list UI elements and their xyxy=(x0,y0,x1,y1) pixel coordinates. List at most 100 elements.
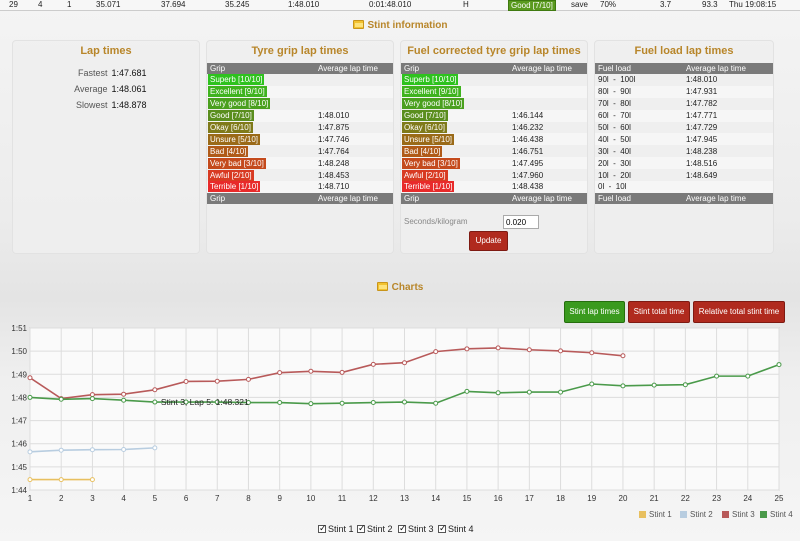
data-point[interactable] xyxy=(308,401,314,407)
x-tick-label: 19 xyxy=(587,494,596,503)
stint-checkbox-3[interactable]: Stint 3 xyxy=(398,523,434,534)
x-tick-label: 14 xyxy=(431,494,440,503)
grip-cell: Good [7/10] xyxy=(207,109,315,122)
data-point[interactable] xyxy=(27,375,33,381)
checkbox-checked[interactable] xyxy=(398,523,407,534)
data-point[interactable] xyxy=(682,382,688,388)
data-point[interactable] xyxy=(245,400,251,406)
data-point[interactable] xyxy=(495,345,501,351)
data-point[interactable] xyxy=(152,387,158,393)
column-footer: Average lap time xyxy=(683,192,773,204)
lap-times-title: Lap times xyxy=(80,45,132,57)
data-point[interactable] xyxy=(589,350,595,356)
data-point[interactable] xyxy=(402,399,407,405)
data-point[interactable] xyxy=(589,381,595,387)
data-point[interactable] xyxy=(214,378,220,384)
table-row: Bad [4/10] 1:47.764 xyxy=(207,145,393,157)
seconds-per-kg-input[interactable] xyxy=(503,215,539,229)
stint-checkbox-1[interactable]: Stint 1 xyxy=(318,523,354,534)
legend-label: Stint 2 xyxy=(690,510,713,519)
table-row: 20l - 30l 1:48.516 xyxy=(595,157,773,170)
x-tick-label: 6 xyxy=(184,494,189,503)
legend-item: Stint 2 xyxy=(680,510,713,519)
data-point[interactable] xyxy=(558,348,564,354)
y-tick-label: 1:47 xyxy=(11,417,27,426)
data-point[interactable] xyxy=(402,360,407,366)
fuel-load-cell: 80l - 90l xyxy=(595,85,683,98)
data-point[interactable] xyxy=(183,399,189,405)
data-point[interactable] xyxy=(27,477,33,483)
sector-1: 35.071 xyxy=(96,0,121,9)
column-footer: Fuel load xyxy=(595,192,683,204)
x-tick-label: 9 xyxy=(277,494,282,503)
relative-total-stint-time-button[interactable]: Relative total stint time xyxy=(693,301,785,323)
data-point[interactable] xyxy=(121,391,127,397)
data-point[interactable] xyxy=(121,447,127,452)
x-tick-label: 20 xyxy=(619,494,628,503)
data-point[interactable] xyxy=(651,382,657,388)
data-point[interactable] xyxy=(370,361,376,367)
chart-tooltip: Stint 3, Lap 5: 1:48.321 xyxy=(161,397,249,407)
data-point[interactable] xyxy=(58,447,64,453)
data-point[interactable] xyxy=(370,400,376,406)
data-point[interactable] xyxy=(89,477,95,483)
grip-cell: Bad [4/10] xyxy=(207,145,315,157)
y-tick-label: 1:48 xyxy=(11,393,27,402)
data-point[interactable] xyxy=(620,383,626,389)
data-point[interactable] xyxy=(214,399,220,405)
data-point[interactable] xyxy=(277,400,283,406)
data-point[interactable] xyxy=(308,368,314,374)
grip-cell: Superb [10/10] xyxy=(401,74,509,86)
stint-lap-times-button[interactable]: Stint lap times xyxy=(564,301,625,323)
data-point[interactable] xyxy=(464,388,470,394)
data-point[interactable] xyxy=(183,378,189,384)
data-point[interactable] xyxy=(433,349,439,355)
data-point[interactable] xyxy=(339,369,345,375)
data-point[interactable] xyxy=(526,389,532,395)
table-row: 70l - 80l 1:47.782 xyxy=(595,98,773,110)
checkbox-checked[interactable] xyxy=(357,523,366,534)
data-point[interactable] xyxy=(89,392,95,398)
data-point[interactable] xyxy=(776,362,782,368)
grip-cell: Excellent [9/10] xyxy=(401,85,509,98)
checkbox-checked[interactable] xyxy=(438,523,447,534)
data-point[interactable] xyxy=(620,353,626,359)
update-button[interactable]: Update xyxy=(469,231,508,251)
checkbox-checked[interactable] xyxy=(318,523,327,534)
avg-lap-time-cell: 1:48.010 xyxy=(315,109,393,122)
avg-lap-time-cell: 1:47.960 xyxy=(512,170,544,180)
column-header: Average lap time xyxy=(683,63,773,74)
avg-lap-time-cell: 1:47.746 xyxy=(315,133,393,146)
data-point[interactable] xyxy=(27,394,33,400)
grip-badge: Excellent [9/10] xyxy=(208,86,267,98)
data-point[interactable] xyxy=(558,389,564,395)
lap-time-value: 1:47.681 xyxy=(111,68,147,78)
data-point[interactable] xyxy=(464,346,470,352)
data-point[interactable] xyxy=(433,400,439,406)
lap-times-chart[interactable]: 1 2 3 4 5 6 7 8 9 10 11 12 13 14 15 16 17 18 19 20 21 22 23 24 2… xyxy=(0,318,800,541)
data-point[interactable] xyxy=(89,396,95,402)
data-point[interactable] xyxy=(121,397,127,403)
data-point[interactable] xyxy=(58,477,64,483)
data-point[interactable] xyxy=(339,400,345,406)
grip-cell: Okay [6/10] xyxy=(401,122,509,134)
column-header: Fuel load xyxy=(595,63,683,74)
grip-cell: Very bad [3/10] xyxy=(207,157,315,170)
data-point[interactable] xyxy=(89,447,95,453)
stint-checkbox-2[interactable]: Stint 2 xyxy=(357,523,393,534)
data-point[interactable] xyxy=(277,370,283,376)
data-point[interactable] xyxy=(152,445,158,451)
data-point[interactable] xyxy=(714,373,720,379)
data-point[interactable] xyxy=(495,390,501,396)
data-point[interactable] xyxy=(245,376,251,382)
driver-number: 1 xyxy=(67,0,72,9)
stint-total-time-button[interactable]: Stint total time xyxy=(628,301,690,323)
data-point[interactable] xyxy=(58,396,64,402)
data-point[interactable] xyxy=(745,373,751,379)
data-point[interactable] xyxy=(526,347,532,353)
data-point[interactable] xyxy=(152,399,158,405)
legend-label: Stint 3 xyxy=(732,510,755,519)
avg-lap-time-cell: 1:48.516 xyxy=(683,157,773,170)
stint-checkbox-4[interactable]: Stint 4 xyxy=(438,523,474,534)
data-point[interactable] xyxy=(27,449,33,455)
